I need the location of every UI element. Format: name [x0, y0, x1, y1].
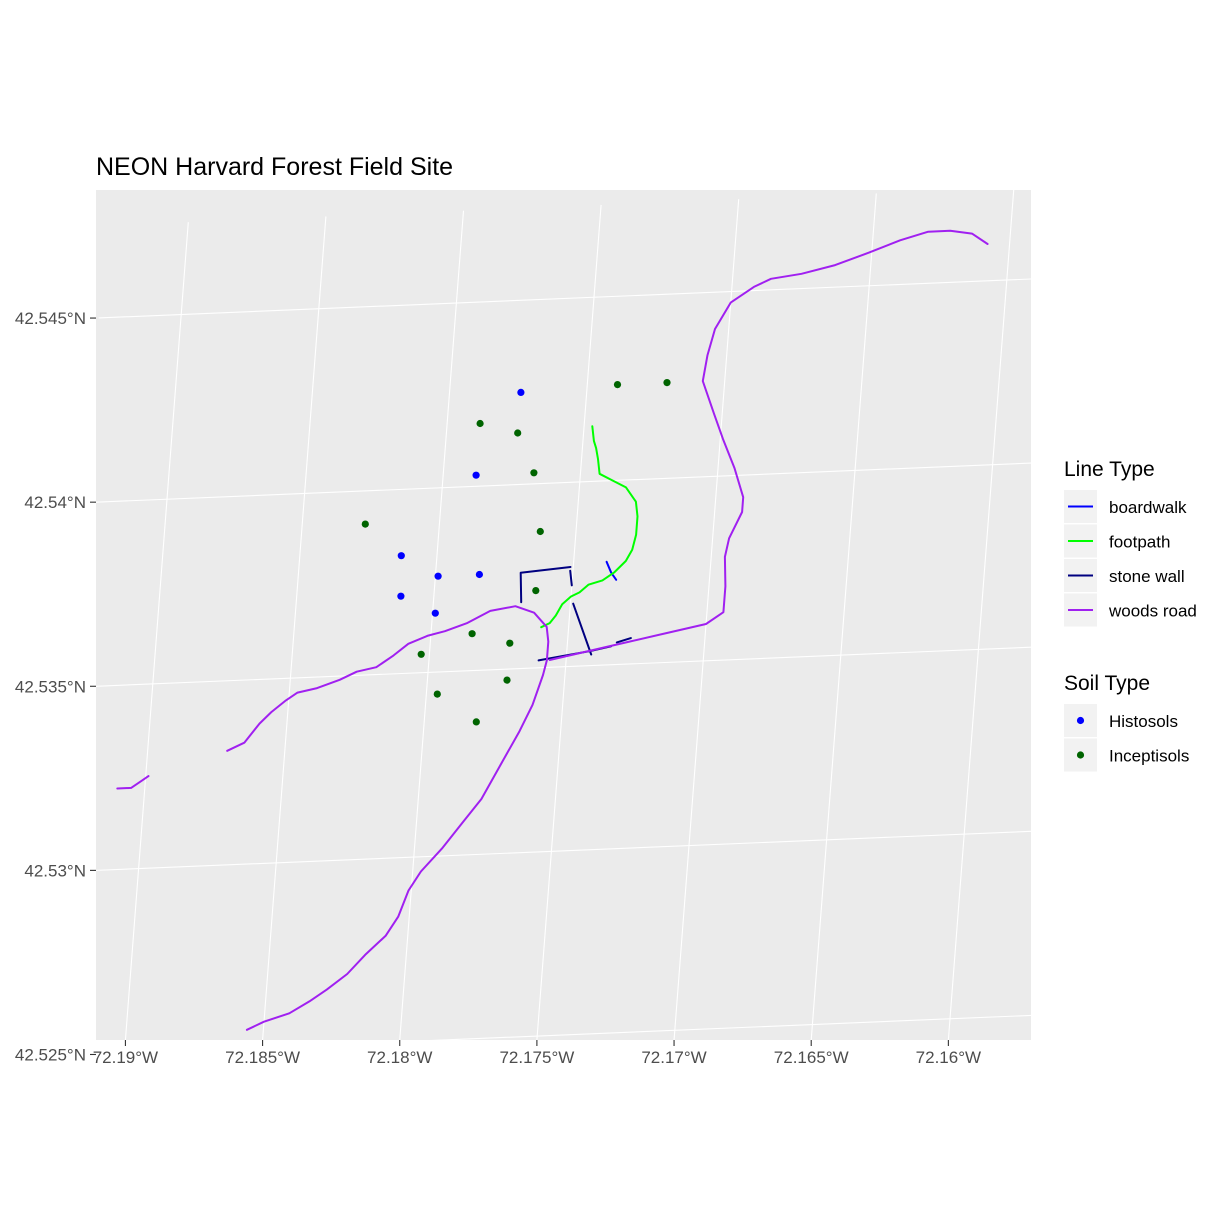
- legend-line-type: Line Type boardwalk footpath stone wall woo…: [1064, 458, 1197, 627]
- x-tick-label-6: 72.16°W: [916, 1048, 981, 1067]
- boardwalk-line-0: [605, 560, 618, 581]
- legend-swatch-inceptisols: [1076, 751, 1085, 759]
- graticule-meridian-5: [810, 193, 877, 1040]
- y-axis: 42.525°N 42.53°N 42.535°N 42.54°N 42.545°N: [15, 309, 96, 1064]
- woodsroad-line-2: [116, 775, 150, 790]
- graticule-parallel-0: [429, 1014, 1031, 1040]
- graticule-grid: [96, 190, 1031, 1040]
- legend-swatch-histosols: [1076, 716, 1085, 725]
- histosols-plot-point-3: [434, 572, 442, 580]
- histosols-plot-point-5: [397, 592, 405, 600]
- graticule-parallel-3: [96, 462, 1031, 503]
- woodsroad-line-0: [226, 605, 550, 1031]
- map-panel: [96, 190, 1031, 1040]
- graticule-meridian-1: [262, 216, 327, 1040]
- stonewall-line-2: [572, 602, 593, 656]
- legend-label-histosols: Histosols: [1109, 712, 1178, 731]
- legend-line-type-title: Line Type: [1064, 458, 1155, 481]
- x-tick-label-3: 72.175°W: [499, 1048, 574, 1067]
- map-title: NEON Harvard Forest Field Site: [96, 153, 453, 181]
- stonewall-line-1: [569, 569, 573, 587]
- inceptisols-plot-point-12: [361, 520, 369, 528]
- x-axis: 72.19°W 72.185°W 72.18°W 72.175°W 72.17°W 72.…: [93, 1040, 981, 1067]
- x-tick-label-1: 72.185°W: [225, 1048, 300, 1067]
- line-features: [116, 229, 989, 1031]
- histosols-plot-point-0: [517, 388, 525, 396]
- legend-label-stonewall: stone wall: [1109, 567, 1185, 586]
- graticule-meridian-0: [124, 222, 189, 1040]
- y-tick-label-0: 42.525°N: [15, 1045, 86, 1064]
- y-tick-label-4: 42.545°N: [15, 309, 86, 328]
- inceptisols-plot-point-16: [506, 639, 514, 647]
- inceptisols-plot-point-13: [536, 527, 544, 536]
- graticule-meridian-3: [536, 204, 602, 1040]
- inceptisols-plot-point-10: [514, 429, 522, 437]
- inceptisols-plot-point-17: [417, 650, 425, 658]
- histosols-plot-point-1: [472, 471, 480, 479]
- legend-soil-type: Soil Type Histosols Inceptisols: [1064, 672, 1189, 772]
- footpath-line-0: [540, 425, 639, 629]
- inceptisols-plot-point-20: [472, 718, 480, 726]
- stonewall-line-4: [615, 637, 632, 644]
- inceptisols-plot-point-18: [503, 676, 511, 684]
- legend-label-boardwalk: boardwalk: [1109, 498, 1187, 517]
- graticule-parallel-4: [98, 278, 1031, 319]
- stonewall-line-0: [519, 566, 572, 604]
- inceptisols-plot-point-9: [476, 419, 484, 428]
- inceptisols-plot-point-7: [613, 381, 622, 389]
- graticule-meridian-6: [947, 190, 1015, 1040]
- x-tick-label-2: 72.18°W: [367, 1048, 432, 1067]
- histosols-plot-point-6: [431, 609, 439, 617]
- y-tick-label-1: 42.53°N: [24, 861, 86, 880]
- legend-soil-type-title: Soil Type: [1064, 672, 1150, 695]
- legend-label-footpath: footpath: [1109, 533, 1170, 552]
- graticule-parallel-1: [96, 830, 1031, 871]
- y-tick-label-3: 42.54°N: [24, 493, 86, 512]
- graticule-parallel-2: [96, 646, 1031, 687]
- legend-label-inceptisols: Inceptisols: [1109, 747, 1189, 766]
- soil-plot-points: [361, 379, 671, 726]
- graticule-meridian-4: [673, 199, 740, 1040]
- woodsroad-line-1: [548, 229, 989, 661]
- graticule-meridian-2: [399, 210, 465, 1040]
- y-tick-label-2: 42.535°N: [15, 677, 86, 696]
- inceptisols-plot-point-19: [433, 690, 441, 698]
- x-tick-label-4: 72.17°W: [641, 1048, 706, 1067]
- histosols-plot-point-4: [475, 570, 483, 579]
- x-tick-label-5: 72.165°W: [774, 1048, 849, 1067]
- inceptisols-plot-point-8: [663, 379, 671, 387]
- inceptisols-plot-point-11: [530, 469, 538, 477]
- inceptisols-plot-point-14: [532, 587, 540, 595]
- histosols-plot-point-2: [397, 552, 405, 560]
- legend-label-woodsroad: woods road: [1108, 602, 1197, 621]
- x-tick-label-0: 72.19°W: [93, 1048, 158, 1067]
- inceptisols-plot-point-15: [468, 630, 476, 638]
